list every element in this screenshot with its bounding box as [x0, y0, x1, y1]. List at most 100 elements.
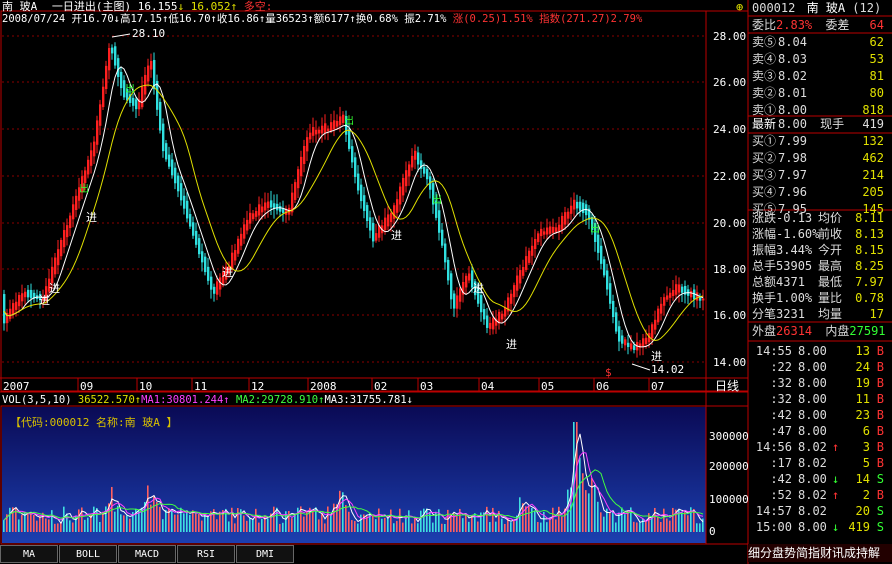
signal-in: 进 — [506, 338, 517, 351]
tick-row: :32 8.00 19 B — [770, 376, 884, 390]
signal-in: 进 — [49, 282, 60, 295]
ohlc-close: ↑收16.86 — [210, 13, 259, 25]
signal-out: 出 — [125, 82, 135, 95]
buy-vol: 205 — [862, 185, 884, 199]
tick-price: 8.00 — [798, 344, 827, 358]
tick-side: B — [876, 376, 884, 390]
volume-axis-label: 100000 — [709, 493, 749, 506]
tick-vol: 19 — [855, 376, 870, 390]
time-axis-label: 2007 — [3, 380, 30, 393]
sell-level-5: 卖⑤ 8.04 62 — [752, 35, 884, 49]
ohlc-turnover: ↑换0.68% — [349, 13, 398, 25]
stock-tag: 【代码:000012 名称:南 玻A 】 — [10, 416, 178, 429]
tick-side: B — [876, 360, 884, 374]
tick-vol: 419 — [848, 520, 870, 534]
buy-level-3: 买③ 7.97 214 — [752, 168, 884, 182]
pin-icon[interactable]: ⊕ — [736, 0, 744, 14]
vol-label[interactable]: VOL(3,5,10) — [2, 394, 72, 406]
latest-vol: 419 — [862, 117, 884, 131]
buy-price: 7.98 — [778, 151, 807, 165]
buy-level-1: 买① 7.99 132 — [752, 134, 884, 148]
tick-row: 15:00 8.00 ↓ 419 S — [755, 520, 884, 534]
vol-ma1: MA1:30801.244 — [141, 394, 224, 406]
tab-ma[interactable]: MA — [0, 545, 58, 563]
tab-dmi[interactable]: DMI — [236, 545, 294, 563]
latest-price: 8.00 — [778, 117, 807, 131]
time-axis-label: 03 — [420, 380, 434, 393]
volume-axis-label: 0 — [709, 525, 716, 538]
vol-ma3: MA3:31755.781 — [324, 394, 407, 406]
stat-row: 总额4371 最低 7.97 — [752, 275, 884, 289]
stat-value: 0.78 — [855, 291, 884, 305]
ma-line-white — [3, 66, 704, 348]
trough-price-label: 14.02 — [651, 363, 684, 376]
stat-value: 8.11 — [855, 211, 884, 225]
ohlc-amount: ↑额6177 — [307, 13, 350, 25]
buy-price: 7.99 — [778, 134, 807, 148]
period-label[interactable]: 日线 — [715, 379, 740, 393]
buy-vol: 214 — [862, 168, 884, 182]
sell-vol: 818 — [862, 103, 884, 117]
tick-vol: 6 — [862, 424, 870, 438]
ohlc-swing: 振2.71% — [404, 13, 447, 25]
tab-rsi[interactable]: RSI — [177, 545, 235, 563]
indicator-value-2: 16.052 — [190, 0, 231, 13]
sell-price: 8.00 — [778, 103, 807, 117]
indicator-title[interactable]: 一日进出(主图) — [51, 0, 132, 13]
tab-boll[interactable]: BOLL — [59, 545, 117, 563]
time-axis-label: 05 — [541, 380, 555, 393]
weicha-value: 64 — [869, 18, 884, 32]
volume-axis-label: 200000 — [709, 460, 749, 473]
ohlc-index: 指数(271.27)2.79% — [539, 13, 643, 25]
ohlc-change: 涨(0.25)1.51% — [452, 13, 533, 25]
buy-level-4: 买④ 7.96 205 — [752, 185, 884, 199]
sell-price: 8.04 — [778, 35, 807, 49]
outer-inner-row: 外盘26314 内盘27591 — [752, 324, 886, 338]
time-axis-label: 09 — [80, 380, 94, 393]
buy-level-5: 买⑤ 7.95 145 — [752, 202, 884, 216]
price-axis-label: 18.00 — [713, 263, 747, 276]
stat-row: 振幅3.44% 今开 8.15 — [752, 243, 884, 257]
tick-row: 14:56 8.02 ↑ 3 B — [755, 440, 884, 454]
tick-side: B — [876, 488, 884, 502]
tick-vol: 13 — [855, 344, 870, 358]
buy-price: 7.95 — [778, 202, 807, 216]
sell-vol: 80 — [869, 86, 884, 100]
tick-price: 8.00 — [798, 520, 827, 534]
buy-vol: 462 — [862, 151, 884, 165]
tick-price: 8.00 — [798, 472, 827, 486]
sell-level-3: 卖③ 8.02 81 — [752, 69, 884, 83]
sell-price: 8.02 — [778, 69, 807, 83]
tick-vol: 24 — [855, 360, 870, 374]
buy-vol: 145 — [862, 202, 884, 216]
right-panel-tabs[interactable]: 细分盘势简指财讯成持解 — [748, 544, 892, 562]
candlestick-series — [3, 42, 705, 358]
sell-vol: 62 — [869, 35, 884, 49]
tick-row: :32 8.00 11 B — [770, 392, 884, 406]
stat-value: 8.25 — [855, 259, 884, 273]
price-axis-label: 16.00 — [713, 309, 747, 322]
buy-price: 7.97 — [778, 168, 807, 182]
signal-in: 进 — [391, 229, 402, 242]
duokong-label: 多空: — [243, 0, 273, 13]
tick-side: B — [876, 344, 884, 358]
signal-out: 出 — [590, 222, 600, 235]
vol-ma2: MA2:29728.910 — [235, 394, 319, 406]
ma-line-yellow — [3, 84, 704, 341]
signal-out: 出 — [432, 193, 442, 206]
tab-macd[interactable]: MACD — [118, 545, 176, 563]
tick-side: S — [876, 520, 884, 534]
stat-row: 换手1.00% 量比 0.78 — [752, 291, 884, 305]
stat-row: 涨幅-1.60% 前收 8.13 — [752, 227, 884, 241]
tick-side: B — [876, 440, 884, 454]
tick-side: B — [876, 424, 884, 438]
stat-value: 7.97 — [855, 275, 884, 289]
stat-value: 1.00% — [776, 291, 813, 305]
time-axis-label: 02 — [374, 380, 388, 393]
tick-row: :17 8.02 5 B — [770, 456, 884, 470]
tick-vol: 11 — [855, 392, 870, 406]
buy-vol: 132 — [862, 134, 884, 148]
ohlc-volume: ↑量36523 — [258, 13, 308, 25]
stat-value: 3.44% — [776, 243, 813, 257]
